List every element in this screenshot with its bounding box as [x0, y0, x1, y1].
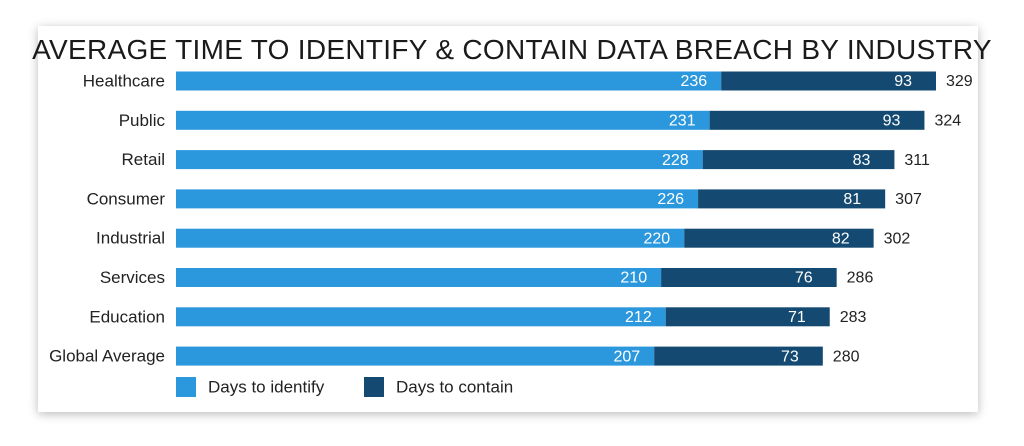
value-label-identify-public: 231	[669, 113, 696, 130]
bar-identify-industrial	[176, 228, 685, 248]
bar-contain-retail	[702, 150, 895, 170]
value-label-identify-education: 212	[625, 309, 652, 326]
category-label-global-average: Global Average	[49, 347, 165, 366]
category-label-services: Services	[100, 268, 165, 287]
bar-identify-consumer	[176, 189, 699, 209]
bar-contain-education	[665, 307, 830, 327]
value-label-identify-consumer: 226	[657, 191, 684, 208]
bar-contain-healthcare	[721, 71, 936, 91]
value-label-contain-public: 93	[883, 113, 901, 130]
category-label-public: Public	[119, 111, 166, 130]
total-label-education: 283	[840, 309, 867, 326]
bar-contain-industrial	[684, 228, 874, 248]
total-label-retail: 311	[904, 152, 930, 169]
bar-identify-public	[176, 110, 710, 130]
value-label-contain-consumer: 81	[843, 191, 861, 208]
total-label-public: 324	[934, 113, 961, 130]
value-label-contain-global-average: 73	[781, 348, 799, 365]
value-label-contain-services: 76	[795, 270, 813, 287]
bar-contain-services	[661, 268, 837, 287]
bar-contain-consumer	[698, 189, 886, 209]
bar-contain-global-average	[654, 346, 823, 366]
chart-title: AVERAGE TIME TO IDENTIFY & CONTAIN DATA …	[32, 34, 992, 65]
value-label-contain-retail: 83	[853, 152, 871, 169]
total-label-consumer: 307	[895, 191, 922, 208]
value-label-contain-industrial: 82	[832, 230, 850, 247]
value-label-identify-global-average: 207	[613, 348, 640, 365]
total-label-global-average: 280	[833, 348, 860, 365]
category-label-healthcare: Healthcare	[83, 71, 165, 90]
legend-label-identify: Days to identify	[208, 377, 325, 396]
value-label-contain-healthcare: 93	[894, 73, 912, 90]
bar-identify-retail	[176, 150, 703, 170]
value-label-identify-services: 210	[620, 270, 647, 287]
bar-identify-global-average	[176, 346, 655, 366]
bar-identify-education	[176, 307, 666, 327]
category-label-industrial: Industrial	[96, 229, 165, 248]
value-label-identify-retail: 228	[662, 152, 689, 169]
value-label-identify-industrial: 220	[644, 230, 671, 247]
value-label-contain-education: 71	[788, 309, 806, 326]
category-label-consumer: Consumer	[87, 189, 166, 208]
value-label-identify-healthcare: 236	[680, 73, 707, 90]
category-label-retail: Retail	[122, 150, 165, 169]
legend-label-contain: Days to contain	[396, 377, 513, 396]
bar-contain-public	[709, 110, 925, 130]
legend-swatch-contain	[364, 377, 384, 397]
legend-swatch-identify	[176, 377, 196, 397]
bar-identify-services	[176, 268, 662, 287]
total-label-healthcare: 329	[946, 73, 973, 90]
bar-identify-healthcare	[176, 71, 722, 91]
category-label-education: Education	[89, 307, 165, 326]
total-label-services: 286	[847, 270, 874, 287]
total-label-industrial: 302	[884, 230, 911, 247]
